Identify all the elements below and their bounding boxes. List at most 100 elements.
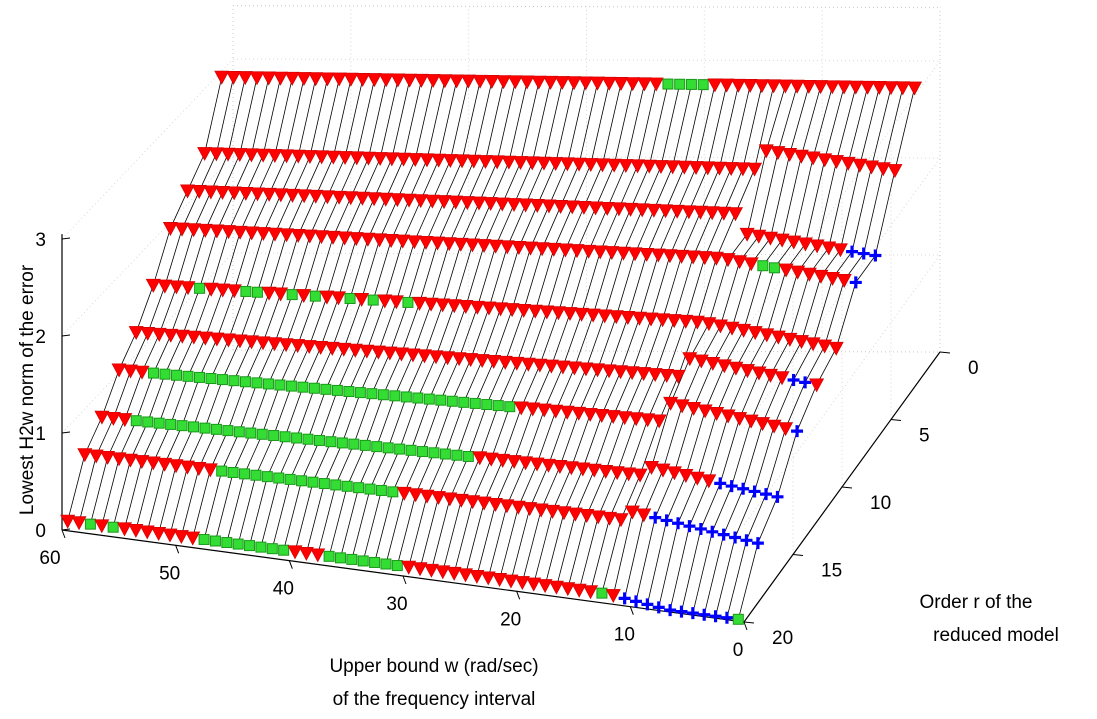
marker-red-triangle [77, 448, 93, 463]
mesh-line [576, 207, 596, 251]
mesh-line [147, 285, 166, 334]
marker-red-triangle [308, 72, 324, 87]
tick-label-r: 10 [870, 493, 891, 514]
marker-red-triangle [736, 323, 752, 338]
marker-red-triangle [659, 369, 675, 383]
mesh-line [408, 159, 428, 201]
tick-x [402, 575, 407, 585]
mesh-line [593, 416, 614, 471]
marker-red-triangle [366, 73, 382, 88]
marker-red-triangle [134, 365, 150, 380]
mesh-line [601, 371, 621, 416]
marker-red-triangle [569, 244, 585, 259]
marker-red-triangle [627, 247, 643, 262]
marker-red-triangle [605, 410, 621, 425]
mesh-line [344, 79, 364, 158]
mesh-line [506, 462, 526, 506]
mesh-line [428, 357, 448, 400]
marker-red-triangle [604, 246, 620, 261]
marker-green-square [504, 401, 516, 413]
marker-red-triangle [832, 243, 848, 258]
mesh-line [730, 85, 751, 169]
mesh-line [583, 164, 603, 208]
mesh-line [466, 161, 486, 203]
mesh-line [233, 154, 252, 193]
marker-red-triangle [191, 462, 207, 476]
marker-red-triangle [232, 225, 248, 240]
marker-red-triangle [624, 366, 640, 381]
marker-red-triangle [758, 144, 774, 159]
marker-green-square [268, 430, 280, 442]
marker-green-square [481, 399, 493, 411]
marker-red-triangle [709, 407, 725, 421]
mesh-line [602, 83, 622, 165]
tick-label-x: 30 [386, 594, 407, 615]
mesh-line [369, 447, 389, 490]
mesh-line [215, 77, 234, 154]
marker-red-triangle [693, 354, 709, 369]
mesh-line [346, 445, 366, 487]
mesh-line [681, 211, 701, 257]
marker-blue-plus [771, 490, 784, 503]
mesh-line [553, 206, 573, 250]
marker-red-triangle [325, 150, 341, 165]
marker-green-square [176, 420, 188, 432]
mesh-line [303, 156, 323, 196]
mesh-line [727, 370, 748, 417]
marker-red-triangle [685, 250, 701, 265]
mesh-line [176, 229, 195, 287]
mesh-line [495, 204, 515, 247]
mesh-line [543, 82, 563, 164]
mesh-line [658, 523, 679, 608]
marker-red-triangle [716, 206, 732, 221]
marker-red-triangle [354, 191, 370, 206]
marker-red-triangle [157, 457, 173, 472]
marker-red-triangle [766, 79, 782, 94]
marker-red-triangle [782, 147, 798, 162]
marker-red-triangle [226, 284, 242, 299]
mesh-line [544, 512, 565, 586]
marker-red-triangle [666, 466, 682, 481]
marker-red-triangle [666, 314, 682, 329]
mesh-line [777, 430, 798, 497]
marker-red-triangle [676, 160, 692, 175]
marker-blue-plus [630, 595, 643, 608]
marker-red-triangle [424, 194, 440, 209]
mesh-line [599, 208, 620, 252]
mesh-line [297, 78, 317, 157]
marker-red-triangle [720, 253, 736, 268]
mesh-line [467, 404, 488, 457]
mesh-line [608, 317, 629, 371]
marker-blue-plus [751, 537, 764, 550]
mesh-line [391, 79, 411, 159]
mesh-line [586, 471, 607, 516]
mesh-line [703, 534, 725, 615]
marker-red-triangle [801, 267, 817, 282]
mesh-line [555, 367, 575, 412]
marker-red-triangle [574, 307, 590, 322]
marker-red-triangle [516, 303, 532, 318]
mesh-line [606, 165, 627, 209]
marker-red-triangle [383, 234, 399, 248]
mesh-line [770, 154, 791, 239]
marker-red-triangle [284, 188, 300, 203]
marker-red-triangle [100, 450, 116, 465]
marker-red-triangle [711, 161, 727, 176]
mesh-line [433, 401, 453, 453]
marker-red-triangle [724, 321, 740, 336]
mesh-line [164, 335, 183, 375]
tick-label-r: 0 [968, 358, 979, 379]
mesh-line [399, 397, 419, 450]
marker-green-square [757, 260, 769, 272]
mesh-line [335, 443, 355, 486]
marker-red-triangle [469, 300, 485, 315]
marker-red-triangle [393, 347, 409, 362]
mesh-line [632, 467, 652, 513]
tick-label-r: 20 [772, 628, 793, 649]
mesh-line [601, 519, 622, 594]
mesh-line [620, 317, 640, 372]
mesh-line [525, 162, 545, 206]
mesh-line [180, 468, 200, 537]
marker-red-triangle [623, 202, 639, 217]
marker-green-square [262, 378, 274, 390]
